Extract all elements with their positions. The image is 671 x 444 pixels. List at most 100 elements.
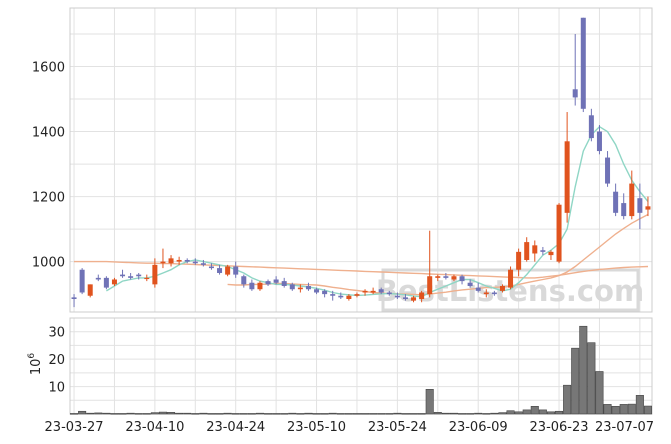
- volume-bar: [361, 413, 370, 415]
- candle: [435, 274, 441, 282]
- date-tick-label: 23-06-23: [530, 420, 589, 435]
- candle-body: [176, 259, 182, 262]
- candle: [362, 289, 368, 296]
- candle-body: [483, 292, 489, 295]
- candle: [144, 274, 150, 282]
- candle: [168, 255, 174, 267]
- volume-bar: [150, 412, 159, 415]
- candle: [516, 248, 522, 277]
- volume-bar: [433, 412, 442, 415]
- candle-body: [402, 297, 408, 299]
- candlesticks: [71, 17, 651, 308]
- candle-body: [208, 266, 214, 269]
- date-tick-label: 23-04-24: [206, 420, 265, 435]
- candle-body: [346, 295, 352, 299]
- volume-bar: [239, 413, 248, 415]
- volume-bar: [207, 413, 216, 415]
- volume-bar: [635, 395, 644, 415]
- candle-body: [443, 276, 449, 278]
- candle: [499, 284, 505, 293]
- volume-bar: [603, 404, 612, 415]
- volume-bar: [215, 413, 224, 415]
- candle: [354, 292, 360, 298]
- candle: [120, 269, 126, 278]
- date-tick-label: 23-06-09: [449, 420, 508, 435]
- candle-body: [435, 276, 441, 278]
- candle-body: [354, 294, 360, 296]
- price-tick-label: 1200: [32, 191, 65, 206]
- candle-body: [556, 204, 562, 262]
- candle-body: [249, 282, 255, 290]
- volume-bar: [320, 413, 329, 415]
- candle: [111, 277, 117, 286]
- candle-body: [645, 206, 651, 210]
- volume-bar: [183, 412, 192, 415]
- volume-bar: [255, 412, 264, 415]
- volume-bar: [385, 413, 394, 415]
- candle: [103, 276, 109, 290]
- volume-bar: [199, 412, 208, 415]
- candle-body: [516, 251, 522, 270]
- candle: [200, 259, 206, 267]
- candle: [249, 279, 255, 291]
- volume-bar: [466, 413, 475, 415]
- candle-body: [265, 281, 271, 285]
- candle-body: [362, 290, 368, 293]
- volume-bar: [498, 412, 507, 415]
- candle: [524, 237, 530, 262]
- candle-body: [613, 191, 619, 213]
- volume-bar: [304, 412, 313, 415]
- candle-body: [330, 294, 336, 296]
- volume-tick-label: 20: [48, 353, 65, 368]
- date-tick-label: 23-07-07: [595, 420, 654, 435]
- candle-body: [217, 268, 223, 273]
- candle-body: [241, 276, 247, 285]
- candle-body: [144, 277, 150, 280]
- date-tick-label: 23-03-27: [45, 420, 104, 435]
- candle-body: [305, 285, 311, 290]
- candle: [152, 258, 158, 288]
- candle-body: [297, 287, 303, 290]
- candle-body: [564, 141, 570, 213]
- candle-body: [338, 295, 344, 298]
- volume-bar: [425, 389, 434, 415]
- volume-bar: [336, 413, 345, 415]
- candle: [475, 282, 481, 293]
- candle: [192, 258, 198, 265]
- candle: [588, 108, 594, 142]
- candle: [305, 282, 311, 291]
- candle-body: [499, 285, 505, 291]
- candle-body: [95, 277, 101, 280]
- volume-tick-label: 10: [48, 381, 65, 396]
- candle: [79, 268, 85, 295]
- candle-body: [79, 269, 85, 293]
- candle: [548, 250, 554, 260]
- volume-bar: [272, 413, 281, 415]
- candle: [95, 274, 101, 282]
- candle: [176, 256, 182, 265]
- volume-bar: [441, 412, 450, 415]
- volume-bar: [627, 403, 636, 415]
- candle: [160, 248, 166, 269]
- date-axis: 23-03-27 23-04-10 23-04-24 23-05-10 23-05-24…: [45, 420, 654, 435]
- candle-body: [378, 289, 384, 293]
- candle-body: [459, 276, 465, 282]
- candle-body: [225, 266, 231, 275]
- volume-bar: [264, 413, 273, 415]
- candle: [233, 261, 239, 278]
- volume-bar: [78, 410, 87, 415]
- volume-tick-label: 30: [48, 326, 65, 341]
- volume-bar: [158, 411, 167, 415]
- volume-bar: [231, 413, 240, 415]
- candle: [459, 274, 465, 285]
- candle: [443, 272, 449, 280]
- volume-bar: [126, 412, 135, 415]
- candle-body: [168, 258, 174, 264]
- candle-body: [184, 259, 190, 262]
- candle-body: [548, 251, 554, 256]
- volume-bar: [587, 342, 596, 415]
- candle: [289, 282, 295, 291]
- volume-bar: [312, 413, 321, 415]
- candle-body: [281, 281, 287, 286]
